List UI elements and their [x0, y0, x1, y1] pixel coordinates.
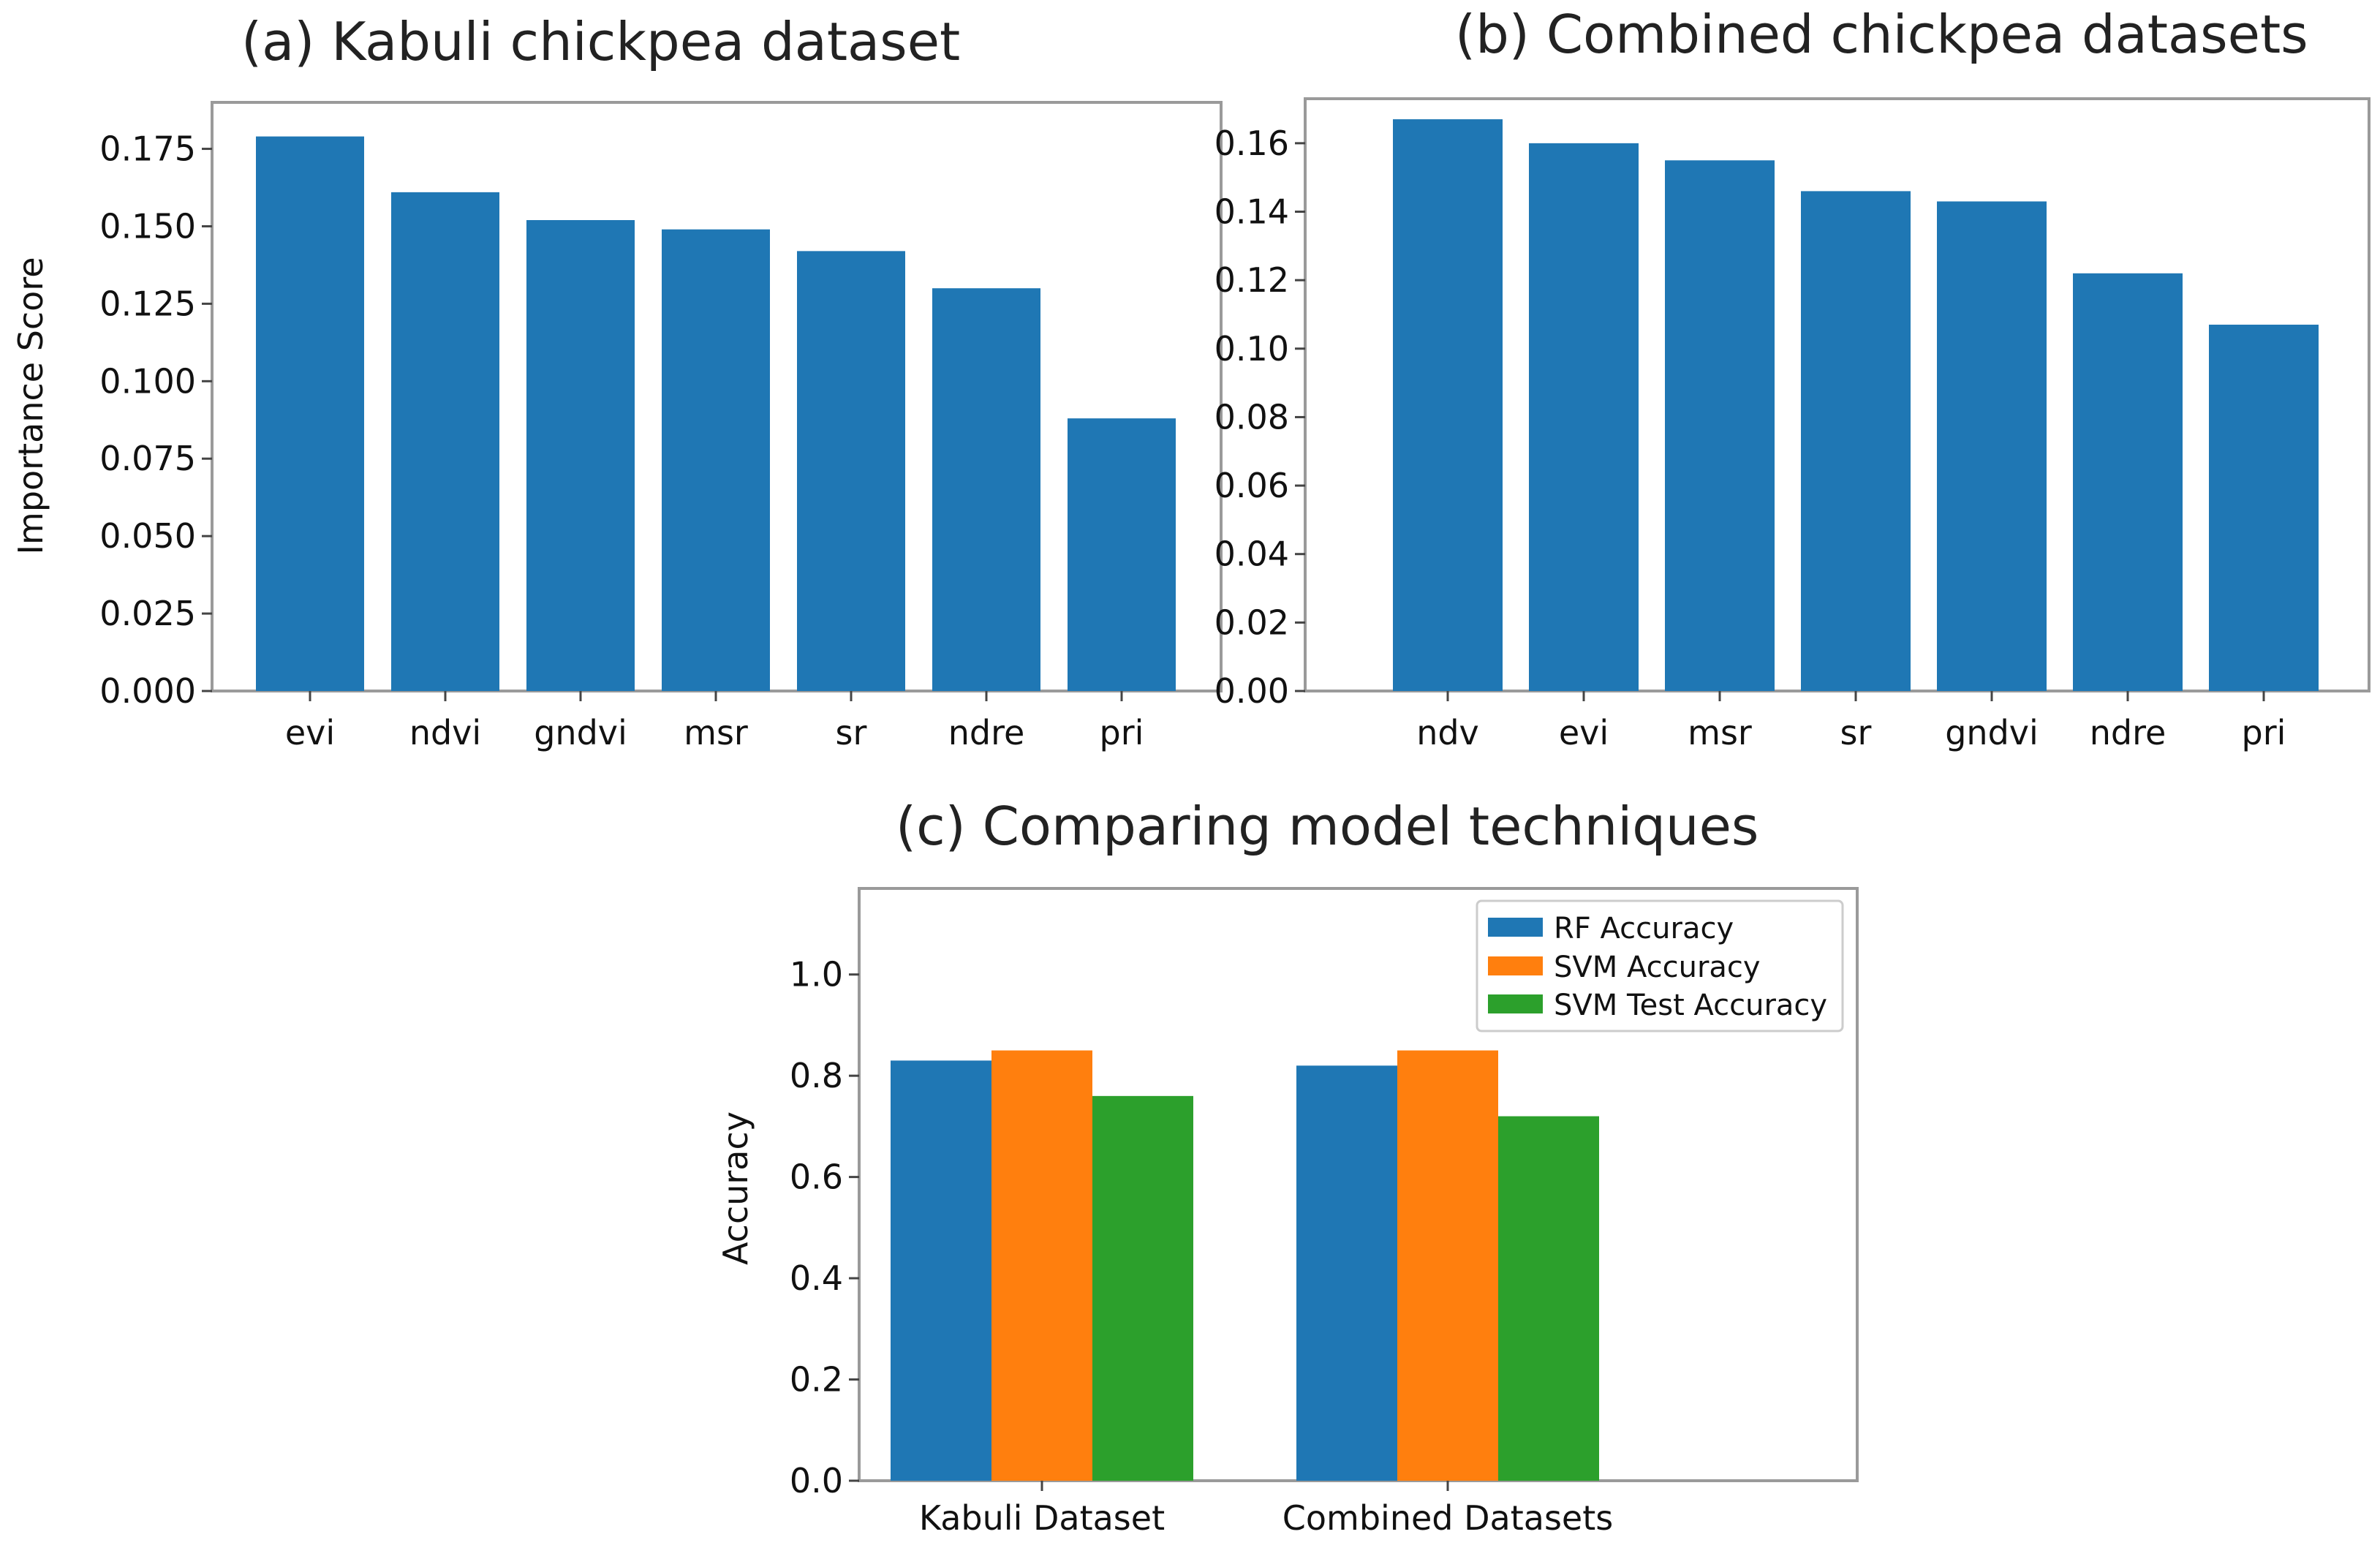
panel-a-xtick-label-sr: sr — [836, 713, 867, 752]
panel-b-bar-pri — [2209, 325, 2319, 691]
panel-b-ytick-label: 0.10 — [1214, 329, 1289, 369]
panel-a-ytick-label: 0.000 — [99, 671, 196, 711]
panel-a-xtick-label-ndre: ndre — [948, 713, 1025, 752]
panel-c-legend: RF Accuracy SVM Accuracy SVM Test Accura… — [1476, 899, 1844, 1032]
panel-c-bar-svm-test-accuracy-combined-datasets — [1498, 1116, 1599, 1481]
panel-a-ytick-label: 0.150 — [99, 206, 196, 246]
panel-b-xtick-label-ndre: ndre — [2090, 713, 2166, 752]
panel-c-ytick-label: 1.0 — [790, 955, 843, 994]
legend-label-svm-accuracy: SVM Accuracy — [1554, 951, 1761, 984]
panel-b-ytick-label: 0.00 — [1214, 671, 1289, 711]
panel-a-bar-ndre — [932, 288, 1040, 691]
panel-b-xtick-label-gndvi: gndvi — [1945, 713, 2039, 752]
panel-a-ytick-label: 0.100 — [99, 361, 196, 401]
panel-c-bar-svm-test-accuracy-kabuli-dataset — [1092, 1095, 1193, 1481]
panel-b-xtick-label-sr: sr — [1840, 713, 1872, 752]
panel-b-ytick-label: 0.06 — [1214, 466, 1289, 505]
panel-a-bar-pri — [1068, 418, 1176, 691]
legend-swatch-rf-accuracy — [1488, 918, 1543, 937]
panel-b-bar-sr — [1801, 191, 1911, 691]
panel-c-y-axis-label: Accuracy — [716, 1111, 755, 1265]
panel-c-ytick-label: 0.8 — [790, 1056, 843, 1095]
panel-b-ytick-label: 0.12 — [1214, 260, 1289, 300]
panel-b-bar-evi — [1529, 143, 1639, 691]
panel-c-title: (c) Comparing model techniques — [896, 796, 1758, 857]
panel-c-xtick-label-kabuli-dataset: Kabuli Dataset — [919, 1498, 1165, 1538]
panel-b-ytick-label: 0.04 — [1214, 535, 1289, 574]
panel-b-ytick-label: 0.02 — [1214, 603, 1289, 642]
panel-a-ytick-label: 0.075 — [99, 439, 196, 478]
panel-a-kabuli-importance: (a) Kabuli chickpea dataset Importance S… — [11, 11, 1223, 752]
panel-c-ytick-label: 0.2 — [790, 1360, 843, 1400]
panel-b-ytick-label: 0.14 — [1214, 192, 1289, 232]
panel-a-ytick-label: 0.175 — [99, 129, 196, 169]
panel-c-ytick-label: 0.0 — [790, 1461, 843, 1500]
legend-label-rf-accuracy: RF Accuracy — [1554, 912, 1734, 945]
panel-a-bar-evi — [256, 136, 364, 691]
panel-a-xtick-label-ndvi: ndvi — [409, 713, 481, 752]
panel-a-title: (a) Kabuli chickpea dataset — [241, 11, 960, 72]
panel-a-ytick-label: 0.025 — [99, 594, 196, 633]
legend-box — [1476, 899, 1844, 1032]
panel-b-xtick-label-ndv: ndv — [1416, 713, 1479, 752]
panel-b-xtick-label-evi: evi — [1559, 713, 1609, 752]
panel-b-bar-ndv — [1393, 119, 1503, 692]
panel-b-xtick-label-pri: pri — [2242, 713, 2286, 752]
panel-c-ytick-label: 0.6 — [790, 1158, 843, 1197]
panel-b-bar-gndvi — [1937, 201, 2047, 692]
legend-label-svm-test-accuracy: SVM Test Accuracy — [1554, 989, 1827, 1022]
panel-b-ytick-label: 0.16 — [1214, 124, 1289, 163]
panel-b-bar-ndre — [2073, 273, 2183, 691]
panel-a-xtick-label-gndvi: gndvi — [534, 713, 627, 752]
panel-c-xtick-label-combined-datasets: Combined Datasets — [1282, 1498, 1613, 1538]
panel-a-y-axis-label: Importance Score — [11, 257, 50, 554]
panel-c-bar-rf-accuracy-kabuli-dataset — [891, 1060, 991, 1481]
panel-a-ytick-label: 0.050 — [99, 516, 196, 556]
panel-b-combined-importance: (b) Combined chickpea datasets 0.00 0.02 0… — [1214, 4, 2370, 752]
panel-c-model-comparison: (c) Comparing model techniques Accuracy … — [716, 796, 1859, 1538]
panel-b-title: (b) Combined chickpea datasets — [1455, 4, 2308, 65]
legend-swatch-svm-test-accuracy — [1488, 994, 1543, 1013]
panel-b-bar-msr — [1665, 160, 1775, 691]
panel-c-bar-svm-accuracy-kabuli-dataset — [991, 1050, 1092, 1481]
panel-a-xtick-label-msr: msr — [684, 713, 748, 752]
panel-a-bar-ndvi — [391, 192, 499, 691]
panel-a-ytick-label: 0.125 — [99, 284, 196, 323]
panel-a-bar-msr — [662, 229, 770, 691]
panel-a-xtick-label-pri: pri — [1100, 713, 1144, 752]
panel-b-xtick-label-msr: msr — [1688, 713, 1752, 752]
panel-c-bar-rf-accuracy-combined-datasets — [1296, 1065, 1397, 1481]
panel-a-xtick-label-evi: evi — [285, 713, 335, 752]
panel-a-bar-sr — [797, 251, 905, 691]
panel-b-ytick-label: 0.08 — [1214, 397, 1289, 437]
panel-c-bar-svm-accuracy-combined-datasets — [1397, 1050, 1498, 1481]
panel-c-ytick-label: 0.4 — [790, 1258, 843, 1298]
panel-a-bar-gndvi — [526, 220, 635, 691]
legend-swatch-svm-accuracy — [1488, 956, 1543, 975]
